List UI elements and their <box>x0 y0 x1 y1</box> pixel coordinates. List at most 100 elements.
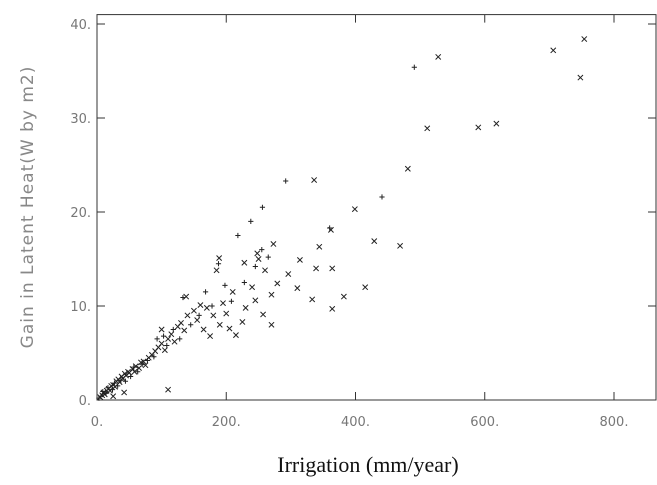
point <box>131 368 138 375</box>
point <box>235 232 241 239</box>
point <box>110 393 117 400</box>
x-tick-label: 200. <box>212 415 241 430</box>
point <box>188 322 194 328</box>
point <box>118 377 124 383</box>
point <box>202 289 209 295</box>
point <box>207 333 214 340</box>
point <box>226 325 233 332</box>
point <box>581 36 588 42</box>
point <box>121 389 128 396</box>
point <box>165 386 172 393</box>
point <box>248 218 254 224</box>
point <box>183 293 190 300</box>
point <box>404 165 411 172</box>
point <box>115 383 121 389</box>
point <box>165 335 172 342</box>
point <box>274 280 281 287</box>
point <box>177 336 183 342</box>
point <box>371 238 378 245</box>
point <box>493 120 500 127</box>
point <box>180 294 186 301</box>
point <box>222 282 228 288</box>
point <box>577 74 584 81</box>
point <box>98 393 104 399</box>
y-tick-label: 10. <box>70 300 91 315</box>
point <box>229 288 236 295</box>
point <box>327 225 333 231</box>
point <box>424 125 431 132</box>
point <box>158 340 165 347</box>
point <box>316 243 323 250</box>
x-axis-label: Irrigation (mm/year) <box>277 452 458 477</box>
point <box>435 53 442 60</box>
point <box>228 298 235 304</box>
point <box>112 383 119 390</box>
point <box>203 304 210 311</box>
point <box>254 250 261 257</box>
x-tick-label: 600. <box>470 415 499 430</box>
point <box>178 319 184 326</box>
point <box>241 259 248 266</box>
point <box>196 312 202 318</box>
point <box>265 254 271 260</box>
point <box>160 333 167 339</box>
point <box>139 361 145 367</box>
point <box>550 47 557 54</box>
point <box>259 247 265 253</box>
point <box>213 267 220 274</box>
point <box>103 390 109 397</box>
point <box>168 331 175 338</box>
x-tick-label: 0. <box>91 415 103 430</box>
point <box>268 321 275 328</box>
point <box>283 178 289 184</box>
point <box>379 194 385 200</box>
point <box>151 354 157 360</box>
point <box>184 312 191 319</box>
point <box>135 369 141 375</box>
point <box>170 326 176 333</box>
point <box>105 385 111 391</box>
y-tick-label: 20. <box>70 206 91 221</box>
point <box>216 321 223 328</box>
point <box>197 302 204 309</box>
point <box>142 362 149 369</box>
y-tick-label: 40. <box>70 18 91 33</box>
point <box>194 317 201 324</box>
point <box>252 297 259 304</box>
x-tick-label: 400. <box>341 415 370 430</box>
plot-frame <box>96 14 657 401</box>
point <box>311 177 318 183</box>
point <box>296 256 303 263</box>
point <box>161 347 168 354</box>
point <box>329 265 336 272</box>
point <box>340 293 347 300</box>
point <box>362 284 369 291</box>
point <box>232 332 239 339</box>
x-tick-label: 800. <box>600 415 629 430</box>
point <box>128 373 134 380</box>
y-tick-label: 0. <box>79 394 91 409</box>
point <box>329 305 336 312</box>
point <box>158 326 165 333</box>
point <box>210 312 217 319</box>
point <box>285 271 292 277</box>
point <box>249 284 256 291</box>
point <box>100 388 106 395</box>
point <box>144 357 151 364</box>
point <box>171 338 178 345</box>
point <box>268 291 275 298</box>
point <box>270 241 277 247</box>
point <box>190 307 197 314</box>
point <box>255 256 262 262</box>
point <box>260 311 267 318</box>
y-axis-label: Gain in Latent Heat(W by m2) <box>18 66 38 349</box>
point <box>209 303 215 309</box>
point <box>241 279 247 286</box>
point <box>223 310 230 317</box>
point <box>215 261 222 267</box>
point <box>131 364 137 370</box>
point <box>252 263 258 270</box>
point <box>351 206 358 213</box>
point <box>216 255 223 262</box>
